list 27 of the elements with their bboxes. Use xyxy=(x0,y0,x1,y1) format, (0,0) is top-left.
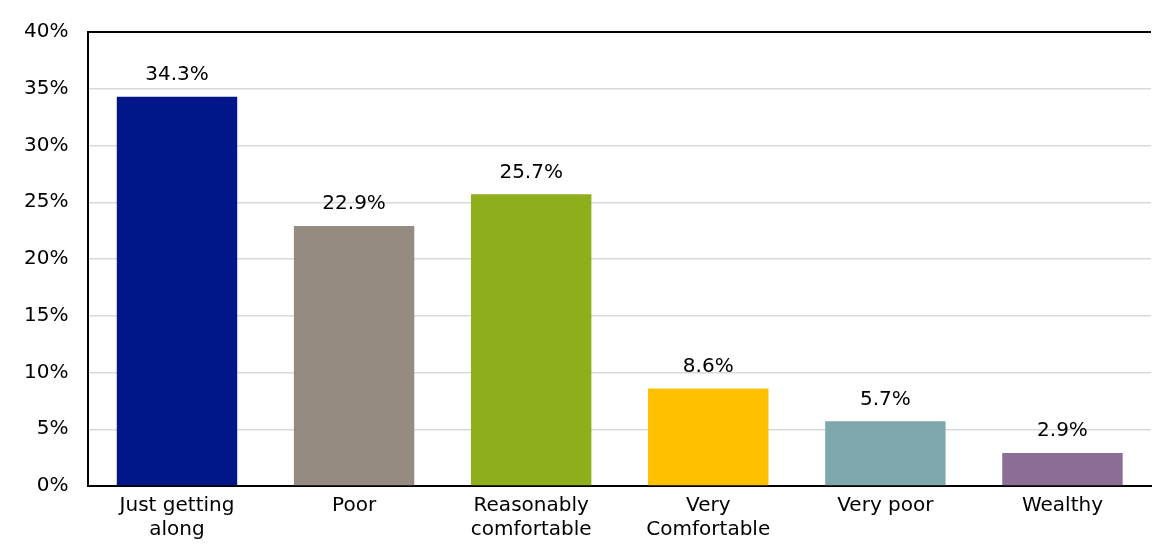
y-tick-label: 35% xyxy=(24,74,69,99)
x-tick-label: Very Comfortable xyxy=(646,492,771,541)
bar xyxy=(648,388,769,486)
data-label: 34.3% xyxy=(145,60,209,85)
bar xyxy=(825,421,946,486)
data-label: 2.9% xyxy=(1037,417,1088,442)
data-label: 8.6% xyxy=(682,352,734,377)
y-tick-label: 30% xyxy=(24,131,69,156)
y-tick-label: 10% xyxy=(24,358,69,383)
data-label: 25.7% xyxy=(499,158,563,183)
x-tick-label: Wealthy xyxy=(1021,492,1104,517)
bar xyxy=(1002,453,1123,486)
y-tick-label: 0% xyxy=(36,472,69,497)
data-label: 5.7% xyxy=(859,385,911,410)
y-tick-label: 15% xyxy=(24,301,69,326)
x-tick-label: Just getting along xyxy=(117,492,235,541)
x-tick-label: Poor xyxy=(332,492,377,517)
bar xyxy=(470,194,592,486)
x-tick-label: Reasonably comfortable xyxy=(470,492,592,541)
bar xyxy=(293,226,415,486)
y-tick-label: 20% xyxy=(24,245,69,270)
data-label: 22.9% xyxy=(322,190,386,215)
x-tick-label: Very poor xyxy=(837,492,935,517)
bar xyxy=(116,96,238,486)
y-tick-label: 5% xyxy=(36,415,69,440)
y-tick-label: 25% xyxy=(24,188,69,213)
y-tick-label: 40% xyxy=(24,18,69,43)
